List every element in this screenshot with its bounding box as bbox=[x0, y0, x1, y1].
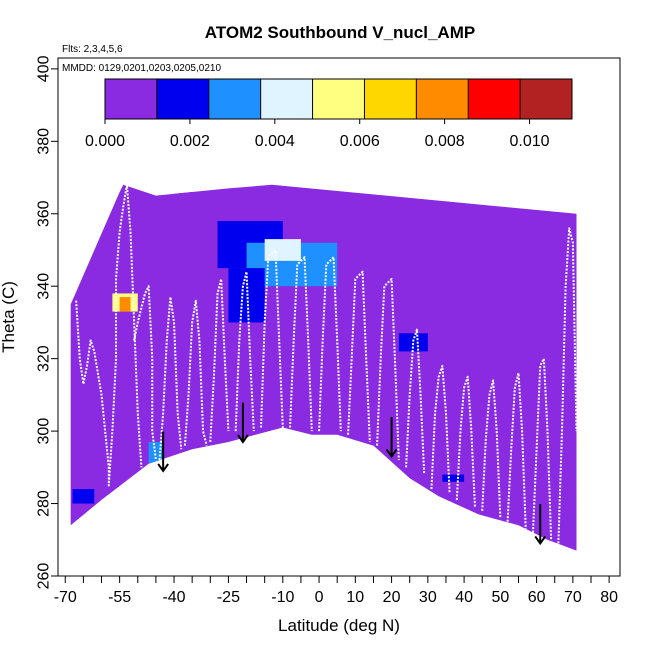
field-patch bbox=[518, 213, 573, 240]
flight-profile bbox=[405, 328, 426, 475]
descent-arrows bbox=[157, 402, 547, 546]
x-tick-label: 20 bbox=[383, 589, 401, 606]
y-tick-label: 320 bbox=[36, 345, 53, 372]
x-axis-label: Latitude (deg N) bbox=[278, 616, 400, 635]
x-axis: -70 -55 -40 -25 -10 0 10 20 30 40 50 60 70 80 bbox=[54, 576, 618, 606]
field-patch bbox=[72, 467, 95, 475]
flight-profile bbox=[209, 277, 230, 443]
dates-label: MMDD: 0129,0201,0203,0205,0210 bbox=[62, 63, 221, 74]
arrow-head bbox=[157, 463, 169, 473]
descent-arrow bbox=[157, 431, 169, 473]
colorbar-segment bbox=[105, 79, 158, 119]
colorbar-segment bbox=[260, 79, 314, 119]
y-axis: 260 280 300 320 340 360 380 400 bbox=[36, 55, 58, 590]
colorbar-tick-label: 0.010 bbox=[510, 133, 550, 150]
descent-arrow bbox=[385, 417, 398, 459]
x-tick-label: 80 bbox=[600, 589, 618, 606]
flight-profile bbox=[289, 256, 313, 432]
colorbar: 0.000 0.002 0.004 0.006 0.008 0.010 bbox=[85, 78, 573, 150]
colorbar-tick-label: 0.000 bbox=[85, 133, 125, 150]
y-tick-label: 360 bbox=[36, 200, 53, 227]
colorbar-tick-label: 0.004 bbox=[255, 133, 295, 150]
colorbar-segment bbox=[520, 79, 573, 119]
flight-profile bbox=[376, 277, 400, 461]
flight-profile bbox=[430, 364, 451, 493]
flight-profile bbox=[158, 296, 183, 461]
plot-frame bbox=[57, 57, 621, 577]
y-tick-label: 340 bbox=[36, 273, 53, 300]
field-patches bbox=[72, 192, 573, 504]
flight-profile bbox=[347, 270, 371, 443]
y-tick-label: 380 bbox=[36, 128, 53, 155]
x-tick-label: 40 bbox=[455, 589, 473, 606]
x-tick-label: 10 bbox=[346, 589, 364, 606]
x-tick-label: -70 bbox=[54, 589, 77, 606]
y-tick-label: 260 bbox=[36, 563, 53, 590]
arrow-head bbox=[534, 535, 547, 546]
colorbar-tick-label: 0.002 bbox=[170, 133, 210, 150]
descent-arrow bbox=[534, 504, 547, 546]
chart-title: ATOM2 Southbound V_nucl_AMP bbox=[205, 23, 475, 42]
colorbar-frame bbox=[104, 78, 573, 120]
x-tick-label: 70 bbox=[564, 589, 582, 606]
x-tick-label: 0 bbox=[315, 589, 324, 606]
colorbar-segment bbox=[468, 79, 521, 119]
flight-profile bbox=[75, 183, 143, 487]
x-tick-label: 30 bbox=[419, 589, 437, 606]
colorbar-segment bbox=[364, 79, 417, 119]
colorbar-segment bbox=[208, 79, 262, 119]
flights-label: Flts: 2,3,4,5,6 bbox=[62, 44, 123, 55]
field-patch bbox=[464, 344, 537, 359]
flight-profile bbox=[557, 227, 578, 544]
field-patch bbox=[72, 358, 102, 377]
field-patch bbox=[264, 239, 301, 261]
x-tick-label: 50 bbox=[491, 589, 509, 606]
x-tick-label: 60 bbox=[528, 589, 546, 606]
x-tick-label: -55 bbox=[108, 589, 131, 606]
colorbar-segment bbox=[156, 79, 210, 119]
heatmap-field bbox=[70, 184, 577, 551]
y-tick-label: 280 bbox=[36, 490, 53, 517]
y-axis-label: Theta (C) bbox=[0, 281, 18, 353]
colorbar-segment bbox=[416, 79, 469, 119]
field-patch bbox=[442, 474, 465, 482]
x-tick-label: -25 bbox=[217, 589, 240, 606]
colorbar-tick-label: 0.008 bbox=[425, 133, 465, 150]
descent-arrow bbox=[237, 402, 249, 444]
flight-profile bbox=[183, 299, 208, 446]
colorbar-segment bbox=[312, 79, 365, 119]
field-patch bbox=[119, 297, 131, 312]
x-tick-label: -10 bbox=[271, 589, 294, 606]
arrow-head bbox=[237, 434, 249, 444]
arrow-head bbox=[385, 448, 398, 459]
colorbar-tick-label: 0.006 bbox=[340, 133, 380, 150]
flight-profiles bbox=[75, 183, 578, 544]
flight-profile bbox=[506, 372, 527, 529]
y-tick-label: 300 bbox=[36, 418, 53, 445]
flight-profile bbox=[133, 285, 157, 461]
y-tick-label: 400 bbox=[36, 55, 53, 82]
field-patch bbox=[72, 489, 95, 504]
flight-profile bbox=[455, 375, 476, 508]
flight-profile bbox=[481, 379, 502, 519]
flight-profile bbox=[234, 270, 255, 432]
flight-profile bbox=[318, 256, 342, 432]
x-tick-label: -40 bbox=[162, 589, 185, 606]
field-background bbox=[70, 184, 577, 551]
flight-profile bbox=[260, 248, 284, 428]
field-patch bbox=[398, 333, 428, 352]
